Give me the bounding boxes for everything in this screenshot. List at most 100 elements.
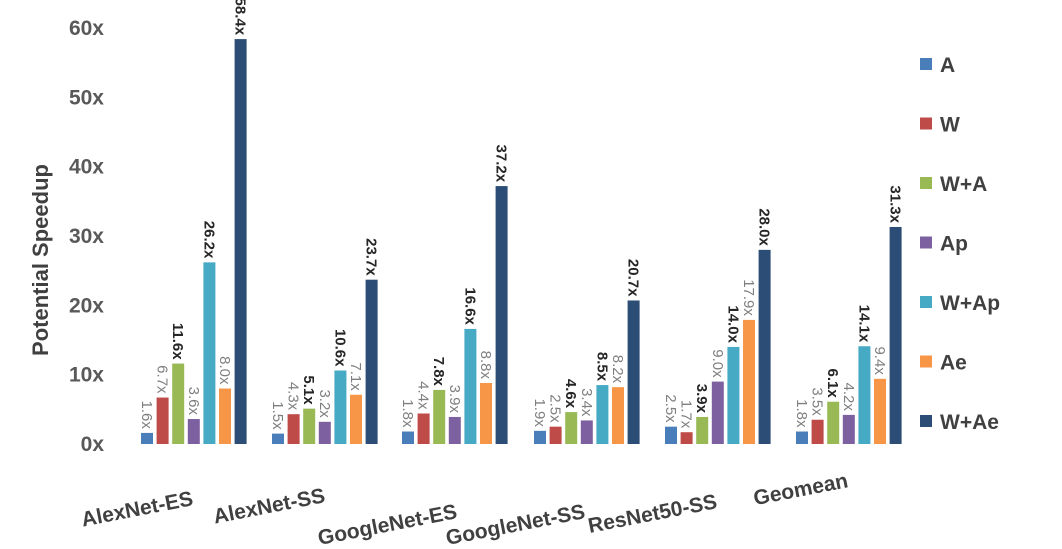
- legend-swatch: [920, 355, 932, 368]
- bar-ap-googlenet-ss: [580, 420, 593, 444]
- bar-wplus-a-alexnet-ss: [303, 408, 316, 444]
- bar-ap-alexnet-es: [187, 419, 200, 444]
- bar-wplus-ap-geomean: [858, 346, 871, 444]
- data-label: 11.6x: [169, 323, 186, 360]
- data-label: 8.0x: [216, 356, 233, 385]
- y-tick-label: 50x: [69, 86, 104, 109]
- bar-a-alexnet-es: [141, 432, 153, 444]
- y-tick-label: 60x: [69, 17, 104, 40]
- bar-ae-resnet50-ss: [743, 319, 755, 444]
- bars-layer: [141, 39, 902, 445]
- data-label: 7.8x: [430, 357, 447, 387]
- y-tick-label: 40x: [69, 156, 104, 179]
- bar-wplus-ap-resnet50-ss: [727, 346, 740, 444]
- bar-ap-googlenet-es: [448, 416, 461, 444]
- legend-swatch: [920, 177, 932, 189]
- legend-label: W+Ap: [940, 292, 1000, 315]
- bar-w-googlenet-es: [417, 413, 430, 444]
- legend-swatch: [920, 236, 932, 249]
- data-label: 9.0x: [709, 349, 726, 378]
- bar-ae-geomean: [874, 378, 886, 444]
- bar-a-googlenet-es: [402, 431, 414, 444]
- bar-ae-alexnet-ss: [350, 394, 362, 444]
- bar-wplus-a-googlenet-ss: [565, 412, 578, 444]
- bar-ap-geomean: [842, 414, 855, 444]
- legend-label: A: [940, 54, 955, 77]
- legend-label: W: [940, 114, 960, 137]
- bar-w-geomean: [811, 419, 824, 444]
- bar-ae-googlenet-es: [480, 382, 492, 444]
- data-label: 1.8x: [399, 399, 416, 428]
- data-label: 28.0x: [756, 208, 773, 246]
- bar-wplus-a-geomean: [827, 401, 840, 444]
- bar-wplus-ae-googlenet-ss: [627, 300, 640, 444]
- y-tick-label: 10x: [69, 364, 104, 387]
- bar-ap-resnet50-ss: [711, 381, 724, 444]
- legend: A W W+A Ap W+Ap Ae W+Ae: [920, 54, 1000, 434]
- data-label: 1.9x: [531, 398, 548, 427]
- bar-a-alexnet-ss: [272, 433, 284, 444]
- data-label: 8.2x: [609, 355, 626, 384]
- legend-label: Ap: [940, 233, 968, 256]
- legend-label: Ae: [940, 352, 967, 375]
- data-label: 23.7x: [363, 238, 380, 276]
- data-label: 3.2x: [316, 389, 333, 418]
- data-label: 8.8x: [477, 351, 494, 380]
- data-label: 6.1x: [824, 369, 841, 399]
- legend-swatch: [920, 117, 932, 130]
- data-label: 16.6x: [461, 287, 478, 325]
- data-label: 2.5x: [547, 394, 564, 423]
- bar-wplus-a-googlenet-es: [433, 389, 446, 444]
- category-label: GoogleNet-ES: [316, 500, 459, 549]
- bar-wplus-ae-alexnet-ss: [365, 279, 378, 444]
- bar-wplus-ae-resnet50-ss: [758, 249, 771, 444]
- data-label: 26.2x: [200, 221, 217, 259]
- category-label: Geomean: [752, 469, 850, 510]
- data-label: 1.8x: [793, 399, 810, 428]
- data-labels-layer: 1.6x 1.5x 1.8x 1.9x 2.5x 1.8x6.7x4.3x 4.4x 2.5x…: [138, 0, 904, 430]
- data-label: 1.6x: [138, 401, 155, 430]
- bar-wplus-ap-alexnet-ss: [334, 370, 347, 444]
- bar-a-resnet50-ss: [665, 426, 677, 444]
- y-tick-label: 30x: [69, 225, 104, 248]
- y-axis-ticks: 0x 10x 20x 30x 40x 50x 60x: [69, 17, 104, 456]
- category-label: AlexNet-ES: [79, 487, 195, 531]
- y-tick-label: 20x: [69, 294, 104, 317]
- data-label: 1.5x: [269, 401, 286, 430]
- data-label: 4.4x: [415, 381, 432, 410]
- data-label: 9.4x: [871, 346, 888, 375]
- data-label: 17.9x: [740, 279, 757, 316]
- legend-label: W+Ae: [940, 411, 999, 434]
- bar-ap-alexnet-ss: [318, 421, 331, 444]
- bar-a-geomean: [796, 431, 808, 444]
- bar-w-googlenet-ss: [549, 426, 562, 444]
- data-label: 6.7x: [154, 365, 171, 394]
- bar-w-resnet50-ss: [680, 432, 693, 444]
- data-label: 3.9x: [693, 384, 710, 414]
- data-label: 2.5x: [662, 394, 679, 423]
- data-label: 31.3x: [887, 185, 904, 223]
- bar-wplus-ae-alexnet-es: [234, 39, 247, 445]
- data-label: 3.6x: [185, 387, 202, 416]
- data-label: 3.5x: [809, 387, 826, 416]
- bar-ae-googlenet-ss: [612, 387, 624, 444]
- data-label: 4.3x: [285, 382, 302, 411]
- bar-w-alexnet-es: [156, 397, 169, 444]
- data-label: 4.6x: [562, 379, 579, 409]
- data-label: 20.7x: [625, 259, 642, 297]
- bar-wplus-ap-googlenet-es: [464, 328, 477, 444]
- data-label: 7.1x: [347, 362, 364, 391]
- data-label: 3.4x: [578, 388, 595, 417]
- legend-swatch: [920, 58, 932, 70]
- bar-a-googlenet-ss: [534, 430, 546, 444]
- bar-wplus-a-alexnet-es: [172, 363, 185, 444]
- data-label: 1.7x: [678, 400, 695, 429]
- category-label: ResNet50-SS: [586, 490, 719, 538]
- bar-w-alexnet-ss: [287, 414, 300, 444]
- data-label: 37.2x: [493, 145, 510, 183]
- bar-wplus-ap-googlenet-ss: [596, 385, 609, 444]
- data-label: 10.6x: [331, 329, 348, 367]
- data-label: 14.1x: [855, 305, 872, 343]
- data-label: 4.2x: [840, 383, 857, 412]
- bar-wplus-ae-geomean: [889, 226, 902, 444]
